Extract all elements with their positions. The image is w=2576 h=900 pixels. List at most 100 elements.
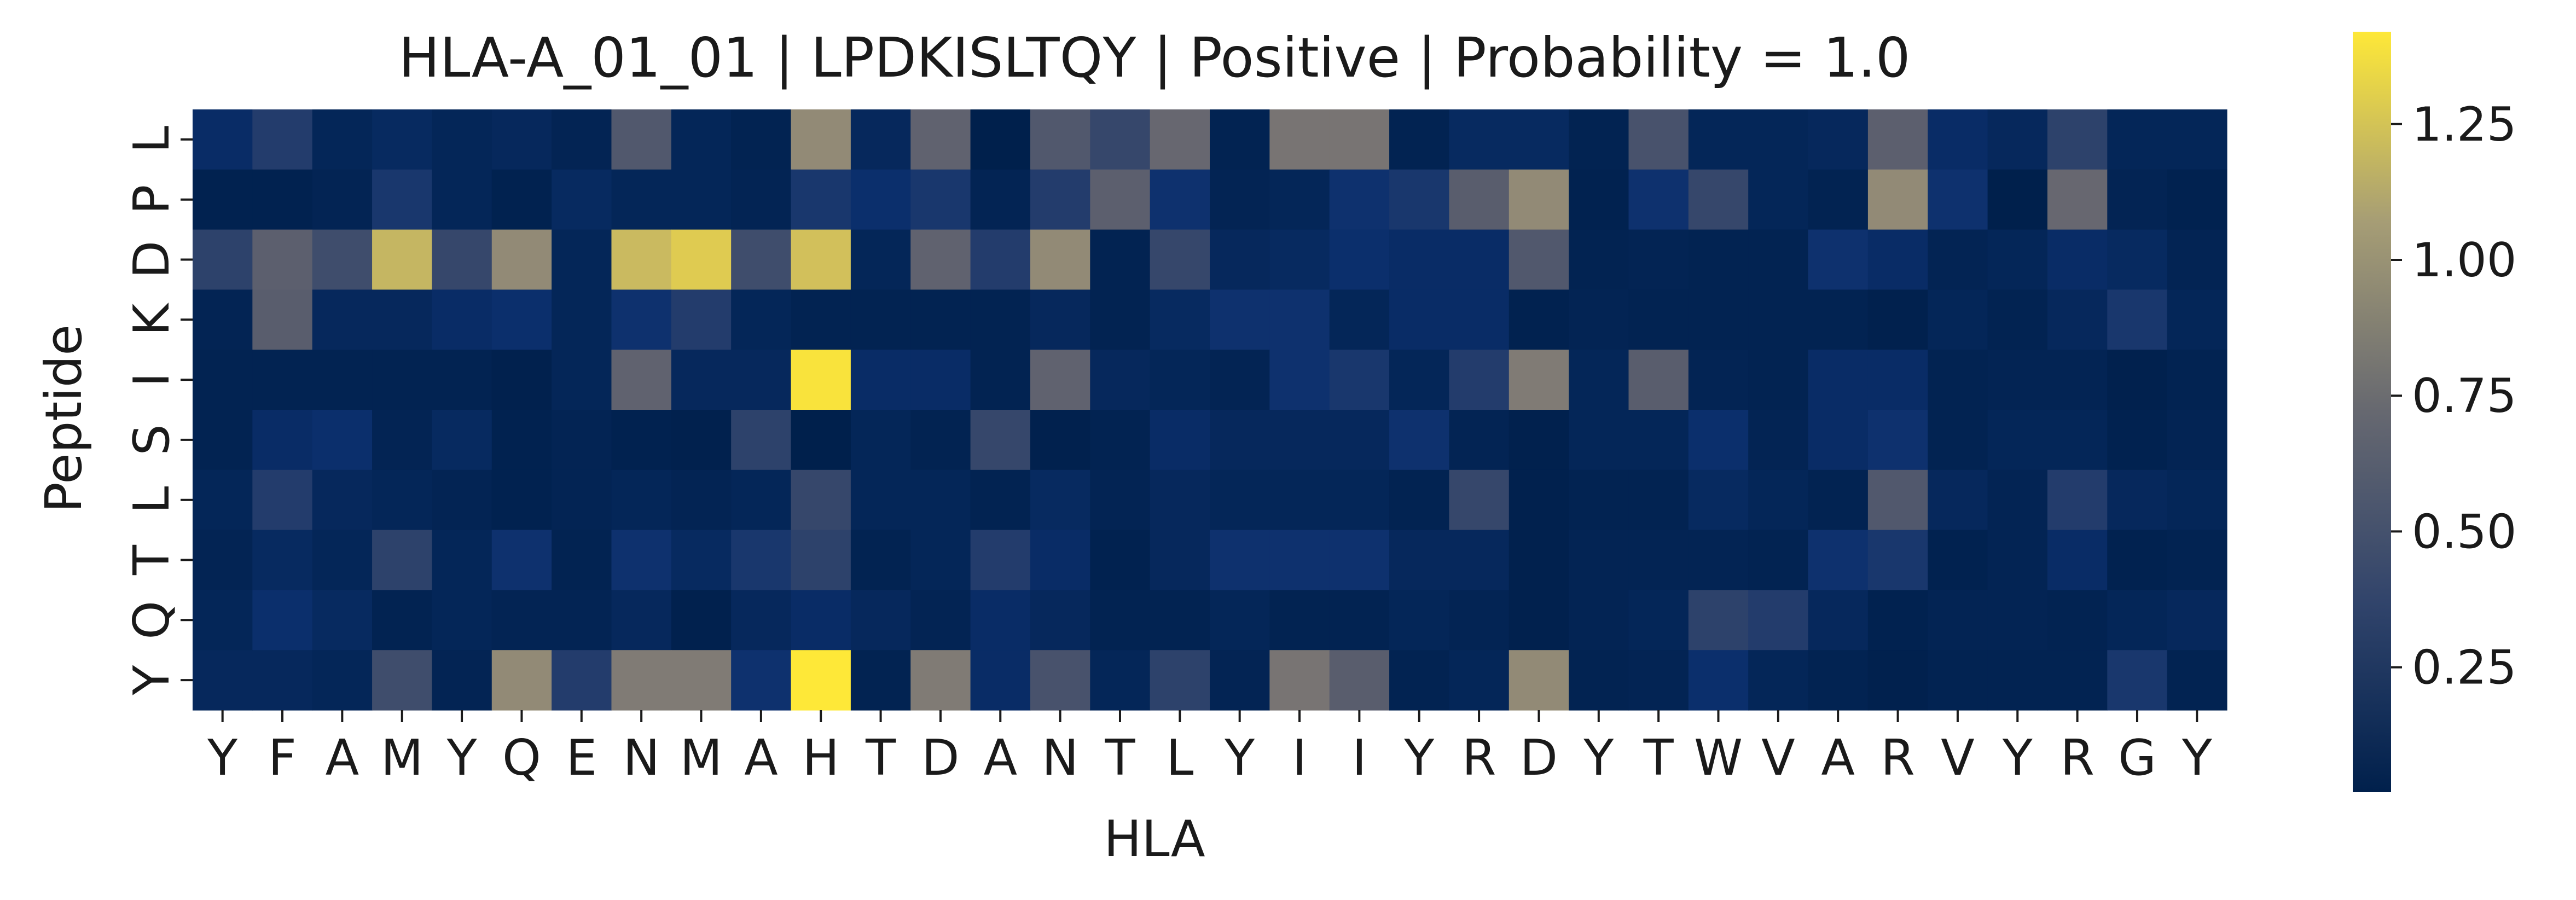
heatmap-cell — [1449, 109, 1510, 170]
x-tick-label: D — [921, 729, 959, 787]
heatmap-cell — [1090, 109, 1151, 170]
heatmap-cell — [611, 229, 672, 290]
heatmap-cell — [1090, 530, 1151, 590]
heatmap-cell — [1688, 350, 1749, 410]
heatmap-cell — [193, 169, 253, 230]
x-tick-label: A — [326, 729, 359, 787]
heatmap-cell — [1808, 530, 1869, 590]
colorbar-tick-label: 0.25 — [2412, 641, 2516, 695]
heatmap-cell — [1569, 590, 1629, 651]
x-tick-label: Q — [502, 729, 541, 787]
heatmap-cell — [1808, 289, 1869, 350]
heatmap-cell — [611, 169, 672, 230]
heatmap-cell — [1449, 530, 1510, 590]
heatmap-cell — [1688, 650, 1749, 711]
heatmap-cell — [552, 109, 612, 170]
heatmap-cell — [193, 590, 253, 651]
heatmap-cell — [910, 229, 971, 290]
heatmap-cell — [1987, 410, 2048, 471]
heatmap-cell — [970, 530, 1031, 590]
heatmap-cell — [252, 590, 313, 651]
heatmap-cell — [1867, 169, 1928, 230]
heatmap-cell — [1569, 650, 1629, 711]
heatmap-cell — [1329, 109, 1390, 170]
heatmap-cell — [850, 289, 911, 350]
x-tick-label: T — [1104, 729, 1135, 787]
heatmap-cell — [1748, 590, 1809, 651]
heatmap-cell — [2047, 590, 2108, 651]
heatmap-cell — [1389, 410, 1450, 471]
x-tick-label: Y — [1583, 729, 1614, 787]
heatmap-cell — [2107, 229, 2168, 290]
heatmap-cell — [372, 289, 433, 350]
heatmap-cell — [372, 590, 433, 651]
heatmap-cell — [372, 530, 433, 590]
heatmap-cell — [2167, 350, 2227, 410]
heatmap-cell — [1748, 530, 1809, 590]
heatmap-cell — [731, 229, 792, 290]
heatmap-cell — [312, 350, 373, 410]
heatmap-cell — [1688, 530, 1749, 590]
heatmap-cell — [312, 410, 373, 471]
heatmap-cell — [2167, 530, 2227, 590]
heatmap-cell — [2107, 350, 2168, 410]
x-tick-label: G — [2118, 729, 2156, 787]
heatmap-cell — [1808, 229, 1869, 290]
heatmap-cell — [1808, 350, 1869, 410]
x-tick-label: Y — [2182, 729, 2213, 787]
x-tick-label: Y — [446, 729, 478, 787]
heatmap-cell — [1748, 229, 1809, 290]
x-tick-label: T — [1643, 729, 1674, 787]
heatmap-cell — [850, 469, 911, 531]
x-tick-label: L — [1166, 729, 1193, 787]
heatmap-cell — [432, 469, 492, 531]
heatmap-cell — [1987, 109, 2048, 170]
heatmap-cell — [1150, 590, 1210, 651]
heatmap-cell — [432, 530, 492, 590]
heatmap-cell — [1628, 109, 1689, 170]
heatmap-cell — [1090, 229, 1151, 290]
heatmap-cell — [1928, 530, 1988, 590]
heatmap-cell — [1867, 229, 1928, 290]
heatmap-cell — [2107, 650, 2168, 711]
heatmap-cell — [1150, 169, 1210, 230]
heatmap-cell — [2047, 530, 2108, 590]
heatmap-cell — [1329, 350, 1390, 410]
heatmap-cell — [1867, 530, 1928, 590]
heatmap-cell — [850, 530, 911, 590]
colorbar-tick-label: 0.75 — [2412, 369, 2516, 423]
heatmap-cell — [1748, 169, 1809, 230]
colorbar-ticks: 0.25 0.50 0.75 1.00 1.25 — [2391, 97, 2516, 695]
x-tick-label: Y — [207, 729, 238, 787]
x-tick-label: V — [1941, 729, 1975, 787]
heatmap-cell — [2107, 410, 2168, 471]
heatmap-cell — [372, 410, 433, 471]
heatmap-cell — [1509, 109, 1569, 170]
heatmap-cell — [1928, 109, 1988, 170]
heatmap-cell — [791, 289, 851, 350]
y-axis-label: Peptide — [34, 324, 93, 513]
heatmap-cell — [1030, 469, 1090, 531]
heatmap-cell — [1090, 410, 1151, 471]
heatmap-cell — [910, 109, 971, 170]
heatmap-cell — [611, 650, 672, 711]
x-tick-label: A — [744, 729, 778, 787]
heatmap-cell — [1509, 229, 1569, 290]
heatmap-cell — [1628, 650, 1689, 711]
heatmap-cell — [1449, 350, 1510, 410]
heatmap-cell — [2107, 530, 2168, 590]
heatmap-cell — [1449, 229, 1510, 290]
heatmap-cell — [2047, 350, 2108, 410]
heatmap-cell — [850, 590, 911, 651]
heatmap-cell — [1030, 530, 1090, 590]
heatmap-cell — [1867, 410, 1928, 471]
colorbar-tick-label: 1.00 — [2412, 233, 2516, 288]
heatmap-cell — [1150, 410, 1210, 471]
heatmap-cell — [1688, 229, 1749, 290]
heatmap-cell — [1748, 350, 1809, 410]
heatmap-cell — [491, 109, 552, 170]
heatmap-cell — [1030, 410, 1090, 471]
heatmap-cell — [1509, 289, 1569, 350]
heatmap-cell — [1808, 410, 1869, 471]
x-tick-label: T — [865, 729, 896, 787]
